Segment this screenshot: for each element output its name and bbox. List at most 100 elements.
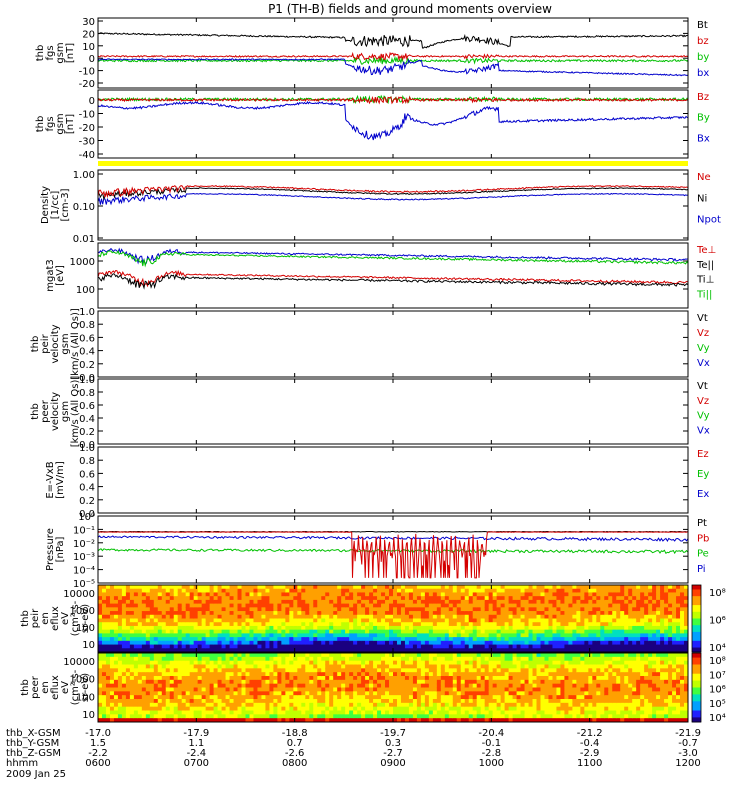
footer-value: -20.4 xyxy=(478,728,504,739)
legend-entry: Vt xyxy=(697,313,708,324)
panel-ylabel-line: eflux xyxy=(50,606,61,631)
panel-ylabel-line: peer xyxy=(30,675,41,699)
y-tick-label: 0.0 xyxy=(79,373,95,384)
y-tick-label: 100 xyxy=(76,623,95,634)
legend-entry: Bt xyxy=(697,20,708,31)
footer-value: 0.3 xyxy=(385,738,401,749)
series-ni xyxy=(98,187,688,201)
panel-peir_velocity: thbpeirvelocitygsm[km/s (All Qs)]1.0 0.8 0… xyxy=(30,307,710,384)
legend-entry: Bx xyxy=(697,133,710,144)
footer-value: 1100 xyxy=(577,758,602,769)
y-tick-label: 0.8 xyxy=(79,388,95,399)
panel-peer_velocity: thbpeervelocitygsm[km/s (All Qs)]1.0 0.8 0… xyxy=(30,375,710,451)
legend-entry: Ti⊥ xyxy=(696,275,714,286)
legend-entry: Pb xyxy=(697,533,709,544)
panel-ylabel-line: [km/s (All Qs)] xyxy=(70,376,81,448)
series-pb xyxy=(98,531,688,579)
y-tick-label: 0.6 xyxy=(79,469,95,480)
footer-value: -17.9 xyxy=(183,728,209,739)
footer-value: -2.2 xyxy=(88,748,108,759)
series-bx xyxy=(98,58,688,77)
colorbar-label: 10⁶ xyxy=(709,685,726,696)
panel-ylabel-line: fgs xyxy=(45,45,56,60)
panel-ylabel: thbfgsgsm[nT] xyxy=(35,113,76,134)
footer-value: -2.7 xyxy=(383,748,403,759)
panel-ylabel: thbpeirvelocitygsm[km/s (All Qs)] xyxy=(30,308,81,380)
legend-entry: Pi xyxy=(697,564,706,575)
panel-ylabel-line: Pressure xyxy=(45,528,56,571)
y-tick-label: -40 xyxy=(79,150,95,161)
y-tick-label: 0.4 xyxy=(79,347,95,358)
legend-entry: By xyxy=(697,113,710,124)
legend-entry: bx xyxy=(697,68,709,79)
panel-ylabel-line: (cm²-s- xyxy=(70,600,81,636)
y-tick-label: -30 xyxy=(79,137,95,148)
footer-value: -19.7 xyxy=(380,728,406,739)
panel-ylabel-line: [nPa] xyxy=(55,536,66,562)
legend-entry: by xyxy=(697,52,709,63)
footer-value: -18.8 xyxy=(282,728,308,739)
footer-value: 1.1 xyxy=(188,738,204,749)
legend-entry: Te|| xyxy=(696,260,714,271)
footer-value: 0800 xyxy=(282,758,307,769)
y-tick-label: 1.00 xyxy=(73,170,95,181)
series-bz2 xyxy=(98,95,688,105)
panel-frame xyxy=(97,446,689,514)
y-tick-label: 10⁻³ xyxy=(73,552,95,563)
y-tick-label: 0.01 xyxy=(73,234,95,245)
legend-entry: Vx xyxy=(697,358,710,369)
colorbar-label: 10⁴ xyxy=(709,643,726,654)
y-tick-label: 30 xyxy=(82,17,95,28)
y-tick-label: 1000 xyxy=(70,675,95,686)
y-tick-label: 10 xyxy=(82,42,95,53)
y-tick-label: -20 xyxy=(79,79,95,90)
panel-ylabel-line: [eV] xyxy=(55,265,66,286)
panel-ylabel-line: mgat3 xyxy=(45,259,56,292)
panel-ylabel-line: peer xyxy=(40,399,51,423)
y-tick-label: 0 xyxy=(89,54,95,65)
y-tick-label: 10000 xyxy=(63,589,95,600)
y-tick-label: 0.8 xyxy=(79,320,95,331)
legend-entry: Bz xyxy=(697,92,709,103)
footer-row-label: hhmm xyxy=(6,758,38,769)
footer-value: -2.6 xyxy=(285,748,305,759)
panel-ylabel-line: thb xyxy=(30,403,41,420)
panel-ylabel-line: en xyxy=(40,681,51,694)
panel-ylabel-line: gsm xyxy=(60,401,71,422)
panel-ylabel-line: Density xyxy=(40,186,51,224)
y-tick-label: -20 xyxy=(79,123,95,134)
y-tick-label: 0.6 xyxy=(79,401,95,412)
footer-value: 0.7 xyxy=(287,738,303,749)
legend-entry: Ti|| xyxy=(696,289,712,300)
y-tick-label: 10 xyxy=(82,640,95,651)
panel-ylabel-line: eV xyxy=(60,681,71,694)
panel-ylabel-line: thb xyxy=(20,679,31,696)
y-tick-label: 0.2 xyxy=(79,360,95,371)
plot-date: 2009 Jan 25 xyxy=(6,769,66,780)
series-bz xyxy=(98,51,688,62)
legend-entry: Ez xyxy=(697,449,709,460)
y-tick-label: 0.2 xyxy=(79,427,95,438)
panel-temperature: mgat3[eV] 1000 100 Te⊥ Te|| Ti⊥ Ti|| xyxy=(45,242,716,309)
colorbar-label: 10⁵ xyxy=(709,699,726,710)
footer-value: 1.5 xyxy=(90,738,106,749)
panel-ylabel-line: velocity xyxy=(50,324,61,363)
panel-ylabel-line: [nT] xyxy=(65,43,76,63)
panel-ylabel-line: [cm-3] xyxy=(60,188,71,221)
y-tick-label: 1.0 xyxy=(79,443,95,454)
series-tepar xyxy=(98,273,688,290)
footer-row-label: thb_Z-GSM xyxy=(6,748,61,759)
y-tick-label: 10 xyxy=(82,710,95,721)
y-tick-label: 10⁰ xyxy=(78,512,95,523)
footer-value: -2.4 xyxy=(187,748,207,759)
series-tipar xyxy=(98,249,688,268)
colorbar-label: 10⁸ xyxy=(709,656,726,667)
y-tick-label: 100 xyxy=(76,692,95,703)
panel-ylabel-line: sr-eV) xyxy=(80,604,91,633)
panel-ylabel-line: E=-VxB xyxy=(45,461,56,498)
legend-entry: Ex xyxy=(697,489,709,500)
panel-frame xyxy=(97,169,689,241)
y-tick-label: -10 xyxy=(79,110,95,121)
